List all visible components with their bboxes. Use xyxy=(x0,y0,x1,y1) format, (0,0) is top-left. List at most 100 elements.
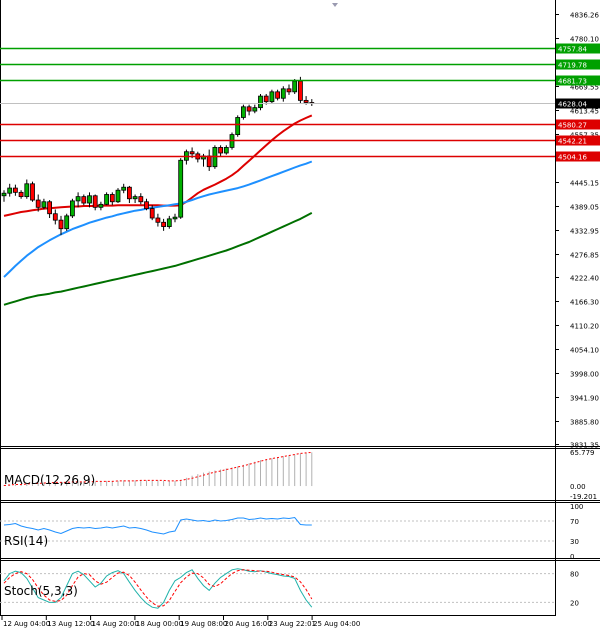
candle-body-down xyxy=(18,191,24,198)
candle xyxy=(24,179,30,199)
candle xyxy=(138,193,144,205)
candle xyxy=(121,183,127,194)
candle-body-down xyxy=(52,213,58,221)
macd-axis-label: 0.00 xyxy=(570,483,586,491)
stochastic-axis-label: 80 xyxy=(570,571,579,579)
candle xyxy=(58,215,64,236)
time-axis-label: 14 Aug 20:00 xyxy=(92,620,139,628)
candle xyxy=(258,93,263,111)
rsi-axis-label: 100 xyxy=(570,503,583,511)
candle xyxy=(35,194,41,212)
candle-body-down xyxy=(155,217,161,223)
level-label: 4580.27 xyxy=(558,122,587,130)
price-axis-label: 3831.35 xyxy=(570,442,599,450)
candle-body-up xyxy=(166,218,172,227)
candle-body-up xyxy=(292,80,298,93)
candle xyxy=(87,192,92,208)
candle-body-down xyxy=(12,187,18,193)
candle xyxy=(109,192,115,206)
candle xyxy=(269,89,275,104)
chart-shift-marker-icon[interactable] xyxy=(332,3,338,7)
level-label-box xyxy=(556,43,600,54)
candle xyxy=(98,201,104,211)
candle xyxy=(92,194,98,211)
candle-body-up xyxy=(104,194,109,205)
level-label: 4719.78 xyxy=(558,62,587,70)
candle xyxy=(18,190,24,199)
candle xyxy=(252,104,258,114)
candle-body-up xyxy=(240,106,246,118)
candle xyxy=(149,205,155,221)
moving-average-line-2 xyxy=(3,160,313,278)
level-label-box xyxy=(556,119,600,130)
stochastic-signal-line xyxy=(3,569,313,607)
candle-body-up xyxy=(258,95,263,109)
rsi-panel: 100 70 30 0 xyxy=(0,503,583,561)
horizontal-levels[interactable]: 4757.84 4719.78 4681.73 4580.27 4542.21 4504.… xyxy=(0,43,600,162)
candle xyxy=(275,89,281,101)
candle xyxy=(286,84,292,95)
candle-body-down xyxy=(138,196,144,203)
price-axis-label: 4389.05 xyxy=(570,204,599,212)
candle xyxy=(263,93,269,105)
stochastic-title: Stoch(5,3,3) xyxy=(4,584,78,598)
price-axis-label: 4166.30 xyxy=(570,299,599,307)
candle xyxy=(64,213,70,231)
candle xyxy=(223,145,229,155)
candle xyxy=(155,213,161,227)
level-label: 4757.84 xyxy=(558,46,587,54)
candle-body-down xyxy=(246,106,252,112)
candle xyxy=(218,145,224,156)
time-axis-label: 20 Aug 16:00 xyxy=(225,620,272,628)
candle-body-up xyxy=(178,159,184,218)
candle xyxy=(104,192,109,206)
candle-body-up xyxy=(70,200,75,217)
candle-body-up xyxy=(98,203,104,208)
price-axis-label: 4222.40 xyxy=(570,275,599,283)
price-axis-label: 4445.15 xyxy=(570,180,599,188)
level-label: 4542.21 xyxy=(558,138,587,146)
candle-body-up xyxy=(64,215,70,230)
price-axis-label: 4836.26 xyxy=(570,12,599,20)
candle-body-up xyxy=(132,196,138,200)
candle xyxy=(172,213,178,223)
stochastic-axis-label: 20 xyxy=(570,599,579,607)
candle-body-down xyxy=(58,219,64,230)
candle xyxy=(235,115,241,137)
candle-body-down xyxy=(206,155,212,168)
level-label: 4681.73 xyxy=(558,78,587,86)
candle xyxy=(7,183,13,197)
candle-body-up xyxy=(41,201,47,208)
rsi-axis-label: 0 xyxy=(570,553,574,561)
time-axis-label: 25 Aug 04:00 xyxy=(313,620,360,628)
candle-body-up xyxy=(269,91,275,103)
price-axis-label: 3941.90 xyxy=(570,395,599,403)
candle xyxy=(1,190,7,202)
candle-body-down xyxy=(286,88,292,93)
candle xyxy=(144,198,149,211)
rsi-axis-label: 70 xyxy=(570,518,579,526)
candle xyxy=(47,200,52,219)
macd-axis-label: -19.201 xyxy=(570,493,597,501)
price-axis: 4836.264780.104669.554613.454557.354501.… xyxy=(555,12,599,450)
candle xyxy=(246,104,252,116)
candle-body-down xyxy=(297,80,303,101)
candle-body-up xyxy=(24,183,30,198)
candle-body-down xyxy=(275,91,281,99)
price-axis-label: 4276.85 xyxy=(570,252,599,260)
candle xyxy=(115,188,121,204)
candle-body-down xyxy=(218,147,224,154)
candle xyxy=(75,192,81,208)
price-axis-label: 4780.10 xyxy=(570,36,599,44)
candle-body-up xyxy=(280,88,286,99)
candle-body-up xyxy=(223,147,229,154)
panel-frames xyxy=(0,0,600,616)
candle-body-down xyxy=(161,221,167,227)
candle-body-down xyxy=(189,151,195,155)
level-label-box xyxy=(556,75,600,86)
candle xyxy=(41,198,47,210)
candle xyxy=(178,158,184,219)
rsi-line xyxy=(3,516,312,535)
